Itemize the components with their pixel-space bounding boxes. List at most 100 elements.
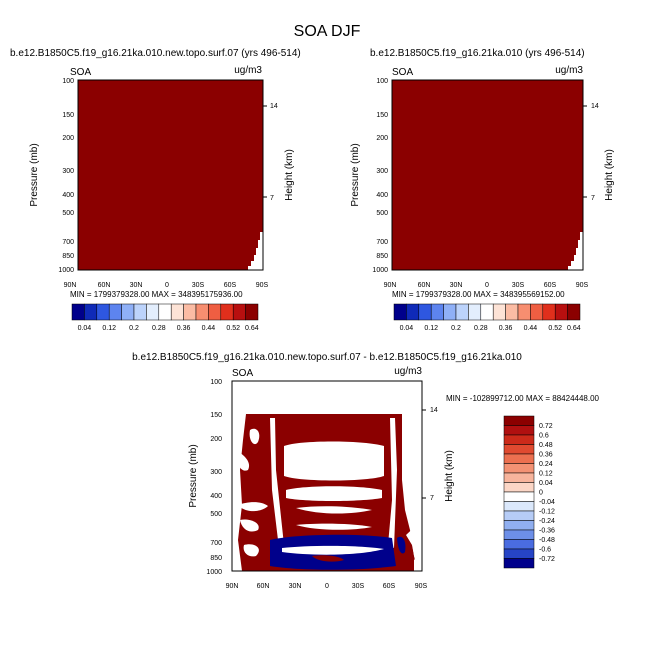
panel-1-y-tick-150: 150 [62,112,74,119]
panel-3-colorbar-label: 0.72 [539,423,553,430]
panel-1-colorbar-label: 0.04 [78,325,92,332]
panel-1-colorbar-label: 0.44 [202,325,216,332]
panel-3-height-tick-14: 14 [430,407,438,414]
panel-2-colorbar-box [542,303,556,321]
panel-1-x-tick-90s: 90S [256,282,269,289]
panel-3-y-tick-200: 200 [210,436,222,443]
panel-1-stats: MIN = 1799379328.00 MAX = 348395175936.0… [70,290,243,299]
panel-3-ylabel: Pressure (mb) [188,444,199,507]
panel-2-y-tick-850: 850 [376,253,388,260]
panel-3-colorbar-label: 0 [539,490,543,497]
panel-1-x-tick-30n: 30N [130,282,143,289]
panel-2-x-tick-60n: 60N [418,282,431,289]
panel-1-colorbar-label: 0.64 [245,325,259,332]
panel-2-x-ticks: 90N 60N 30N 0 30S 60S 90S [384,282,589,289]
panel-1-colorbar-box [84,303,98,321]
panel-3-colorbar-label: 0.6 [539,433,549,440]
panel-3-colorbar-box [503,425,535,436]
panel-1-y-tick-400: 400 [62,192,74,199]
panel-3-frame [231,380,423,572]
panel-2-y-ticks: 100 150 200 300 400 500 700 850 1000 [372,78,388,274]
figure-title: SOA DJF [294,23,361,40]
panel-2-left-label: SOA [392,67,413,78]
panel-3-x-tick-90s: 90S [415,583,428,590]
panel-2-terrain-mask [568,232,583,270]
panel-1-ylabel: Pressure (mb) [29,143,40,206]
panel-2-colorbar-box [468,303,482,321]
panel-1: b.e12.B1850C5.f19_g16.21ka.010.new.topo.… [10,48,301,332]
panel-3-colorbar-label: -0.48 [539,537,555,544]
panel-2-y-tick-700: 700 [376,239,388,246]
panel-3-colorbar-label: -0.04 [539,499,555,506]
panel-1-right-ticks: 14 7 [263,103,278,202]
panel-1-x-tick-90n: 90N [64,282,77,289]
panel-3-x-tick-90n: 90N [226,583,239,590]
panel-2-right-ticks: 14 7 [583,103,599,202]
panel-3-colorbar-label: 0.36 [539,452,553,459]
panel-2-height-tick-14: 14 [591,103,599,110]
panel-1-title: b.e12.B1850C5.f19_g16.21ka.010.new.topo.… [10,48,301,59]
panel-2-colorbar-label: 0.28 [474,325,488,332]
panel-3-y-tick-400: 400 [210,493,222,500]
panel-2-x-tick-90s: 90S [576,282,589,289]
panel-3: b.e12.B1850C5.f19_g16.21ka.010.new.topo.… [132,352,599,590]
panel-1-colorbar: 0.04 0.12 0.2 0.28 0.36 0.44 0.52 0.64 [71,303,259,332]
panel-3-colorbar-label: -0.12 [539,509,555,516]
panel-1-colorbar-box [220,303,234,321]
panel-2-colorbar-label: 0.12 [424,325,438,332]
panel-1-x-ticks: 90N 60N 30N 0 30S 60S 90S [64,282,269,289]
panel-3-colorbar-label: -0.72 [539,556,555,563]
panel-3-colorbar-label: -0.24 [539,518,555,525]
panel-1-colorbar-label: 0.12 [102,325,116,332]
panel-3-y-tick-300: 300 [210,469,222,476]
panel-3-colorbar-box [503,482,535,493]
panel-2-colorbar-label: 0.04 [400,325,414,332]
panel-1-y-tick-200: 200 [62,135,74,142]
panel-3-colorbar: 0.72 0.6 0.48 0.36 0.24 0.12 0.04 0 -0.04 -0.12 -0… [503,415,555,569]
panel-1-x-tick-60n: 60N [98,282,111,289]
panel-1-y-ticks: 100 150 200 300 400 500 700 850 1000 [58,78,74,274]
panel-1-field [78,80,263,270]
panel-3-right-ticks: 14 7 [422,407,438,502]
panel-3-y-tick-500: 500 [210,511,222,518]
panel-3-colorbar-box [503,434,535,445]
panel-3-colorbar-box [503,548,535,559]
panel-3-colorbar-label: 0.12 [539,471,553,478]
panel-3-x-ticks: 90N 60N 30N 0 30S 60S 90S [226,583,428,590]
panel-2-y-tick-400: 400 [376,192,388,199]
panel-1-colorbar-box [195,303,209,321]
panel-2-y-tick-100: 100 [376,78,388,85]
panel-1-y-tick-850: 850 [62,253,74,260]
panel-2-x-tick-60s: 60S [544,282,557,289]
panel-3-colorbar-box [503,463,535,474]
panel-1-y-tick-100: 100 [62,78,74,85]
panel-2-colorbar-box [393,303,407,321]
panel-1-colorbar-box [170,303,184,321]
panel-2-ylabel: Pressure (mb) [350,143,361,206]
panel-3-y-tick-150: 150 [210,412,222,419]
panel-1-colorbar-box [183,303,197,321]
panel-2: b.e12.B1850C5.f19_g16.21ka.010 (yrs 496-… [350,48,615,332]
panel-1-height-tick-7: 7 [270,195,274,202]
panel-1-colorbar-label: 0.28 [152,325,166,332]
panel-3-colorbar-label: -0.6 [539,547,551,554]
panel-2-x-tick-90n: 90N [384,282,397,289]
panel-1-y-tick-700: 700 [62,239,74,246]
panel-3-y-ticks: 100 150 200 300 400 500 700 850 1000 [206,379,222,576]
panel-2-colorbar-box [455,303,469,321]
panel-2-y-tick-1000: 1000 [372,267,388,274]
panel-3-x-tick-30s: 30S [352,583,365,590]
panel-1-colorbar-box [96,303,110,321]
panel-2-ylabel-right: Height (km) [604,149,615,201]
panel-3-colorbar-box [503,510,535,521]
panel-1-colorbar-box [71,303,85,321]
panel-2-colorbar: 0.04 0.12 0.2 0.28 0.36 0.44 0.52 0.64 [393,303,581,332]
panel-1-y-tick-1000: 1000 [58,267,74,274]
panel-3-colorbar-label: -0.36 [539,528,555,535]
panel-1-units: ug/m3 [234,65,262,76]
panel-1-colorbar-box [232,303,246,321]
panel-1-colorbar-box [121,303,135,321]
panel-2-colorbar-label: 0.2 [451,325,461,332]
panel-2-colorbar-box [418,303,432,321]
panel-3-title: b.e12.B1850C5.f19_g16.21ka.010.new.topo.… [132,352,522,363]
